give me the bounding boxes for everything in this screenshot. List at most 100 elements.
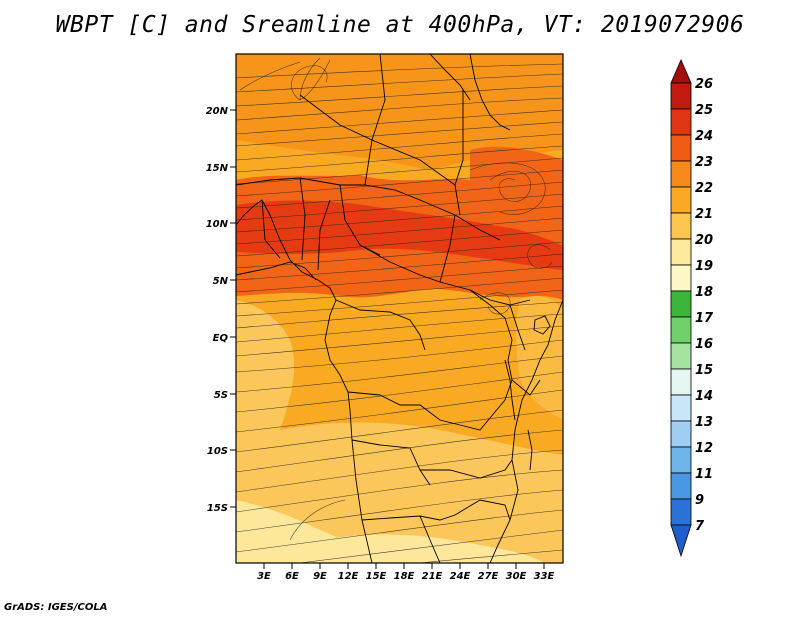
lat-tick-label-20n: 20N (206, 106, 229, 117)
colorbar-label-24: 24 (695, 129, 713, 144)
colorbar-label-11: 11 (695, 467, 713, 482)
lat-tick-label-15n: 15N (206, 163, 229, 174)
nile-region (429, 54, 471, 101)
colorbar-label-18: 18 (695, 285, 713, 300)
lon-tick-label-6e: 6E (285, 571, 299, 582)
colorbar-label-14: 14 (695, 389, 713, 404)
lat-tick-15n: 15N (206, 163, 236, 174)
colorbar-segment-23-24 (670, 134, 692, 162)
wbpt-shading (236, 54, 563, 563)
colorbar-label-9: 9 (695, 493, 704, 508)
colorbar-segment-20-21 (670, 212, 692, 240)
border-w3 (317, 199, 331, 271)
lon-tick-30e: 30E (506, 563, 527, 582)
border-n3 (454, 90, 464, 216)
lat-tick-eq: EQ (213, 333, 236, 344)
lon-tick-21e: 21E (422, 563, 443, 582)
border-tanzania (511, 379, 541, 396)
lat-tick-10n: 10N (206, 219, 236, 230)
lon-tick-label-27e: 27E (478, 571, 499, 582)
lon-axis: 3E 6E 9E 12E 15E 18E 21E 24E 27E 30E 33E (257, 563, 555, 582)
red-sea (469, 54, 511, 131)
shade-west-19-20 (236, 300, 295, 530)
border-congo (335, 299, 426, 351)
lon-tick-6e: 6E (285, 563, 299, 582)
colorbar-segment-16-17 (670, 316, 692, 344)
colorbar-segment-12-13 (670, 420, 692, 448)
lake-tanganyika (504, 359, 516, 421)
colorbar-segment-18-19 (670, 264, 692, 292)
border-chad (339, 184, 381, 256)
lat-tick-5s: 5S (214, 390, 236, 401)
east-coastline (489, 299, 563, 563)
lon-tick-label-12e: 12E (338, 571, 359, 582)
colorbar-segment-9-11 (670, 472, 692, 500)
colorbar-label-13: 13 (695, 415, 713, 430)
colorbar-label-20: 20 (695, 233, 713, 248)
lat-tick-15s: 15S (207, 503, 236, 514)
border-n1 (364, 54, 386, 186)
border-zimbabwe (454, 499, 511, 521)
shade-south-19-20 (236, 422, 563, 563)
lat-axis: 20N 15N 10N 5N EQ 5S 10S 15S (206, 106, 236, 514)
lat-tick-20n: 20N (206, 106, 236, 117)
colorbar-segment-22-23 (670, 160, 692, 188)
lon-tick-3e: 3E (257, 563, 271, 582)
colorbar-segment-15-16 (670, 342, 692, 370)
lon-tick-27e: 27E (478, 563, 499, 582)
colorbar-label-7: 7 (695, 519, 705, 534)
colorbar-segment-19-20 (670, 238, 692, 266)
lon-tick-33e: 33E (534, 563, 555, 582)
border-drc-s (347, 391, 506, 431)
border-sahel (236, 177, 501, 241)
colorbar-label-15: 15 (695, 363, 713, 378)
lon-tick-label-30e: 30E (506, 571, 527, 582)
colorbar-top-arrow (670, 58, 692, 84)
colorbar-label-19: 19 (695, 259, 713, 274)
colorbar-segment-24-25 (670, 108, 692, 136)
lake-malawi (527, 429, 533, 471)
colorbar-segment-13-14 (670, 394, 692, 422)
lake-victoria (533, 315, 551, 335)
lat-tick-label-5s: 5S (214, 390, 228, 401)
colorbar-label-25: 25 (695, 103, 713, 118)
border-angola (351, 439, 431, 486)
lon-tick-label-3e: 3E (257, 571, 271, 582)
map-frame (235, 53, 564, 564)
lon-tick-18e: 18E (394, 563, 415, 582)
border-ethiopia (469, 289, 531, 306)
lon-tick-12e: 12E (338, 563, 359, 582)
border-n4 (371, 139, 456, 186)
shade-north-21-22 (236, 54, 563, 170)
lat-tick-label-10n: 10N (206, 219, 229, 230)
border-w2 (299, 177, 306, 261)
colorbar-segment-17-18 (670, 290, 692, 318)
lat-tick-5n: 5N (213, 276, 236, 287)
lon-tick-label-18e: 18E (394, 571, 415, 582)
border-botswana (419, 515, 441, 563)
border-zambia (420, 459, 513, 479)
border-car (359, 244, 471, 291)
colorbar: 26 25 24 23 22 21 20 19 18 17 16 15 14 1… (670, 58, 714, 558)
border-w1 (261, 199, 281, 259)
shade-northeast-22-23 (470, 146, 563, 210)
colorbar-segment-7-9 (670, 498, 692, 526)
colorbar-label-12: 12 (695, 441, 713, 456)
lon-tick-label-15e: 15E (366, 571, 387, 582)
lon-tick-label-21e: 21E (422, 571, 443, 582)
gulf-of-guinea-coast (236, 261, 317, 281)
shade-south-lt19 (300, 534, 545, 563)
colorbar-label-21: 21 (695, 207, 713, 222)
lat-tick-label-15s: 15S (207, 503, 228, 514)
streamlines (236, 57, 563, 563)
lat-tick-label-5n: 5N (213, 276, 229, 287)
lat-tick-label-eq: EQ (213, 333, 229, 344)
lon-tick-label-9e: 9E (313, 571, 327, 582)
colorbar-label-26: 26 (695, 77, 713, 92)
lon-tick-label-24e: 24E (450, 571, 471, 582)
map-title: WBPT [C] and Sreamline at 400hPa, VT: 20… (55, 12, 745, 38)
colorbar-segment-21-22 (670, 186, 692, 214)
lat-tick-label-10s: 10S (207, 446, 228, 457)
lat-tick-10s: 10S (207, 446, 236, 457)
